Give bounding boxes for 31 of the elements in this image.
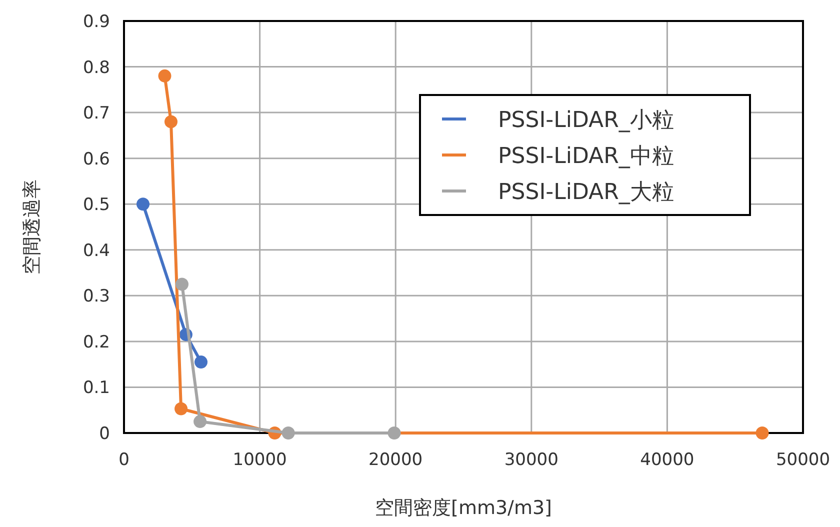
y-tick-label: 0.8	[82, 58, 110, 78]
x-tick-label: 30000	[504, 450, 558, 470]
point	[756, 426, 769, 440]
point	[175, 278, 188, 291]
point	[282, 426, 295, 440]
y-axis-title: 空間透過率	[21, 180, 43, 274]
y-tick-label: 0.1	[82, 378, 110, 398]
y-tick-label: 0.4	[82, 240, 110, 261]
legend-label: PSSI-LiDAR_小粒	[498, 108, 674, 133]
x-axis-title: 空間密度[mm3/m3]	[375, 497, 552, 519]
y-tick-label: 0.9	[82, 12, 110, 32]
x-tick-label: 0	[118, 450, 130, 470]
x-tick-label: 20000	[368, 450, 423, 470]
point	[136, 198, 150, 211]
legend-label: PSSI-LiDAR_中粒	[498, 144, 674, 169]
y-tick-label: 0.3	[82, 286, 110, 307]
point	[158, 69, 172, 82]
y-tick-label: 0.2	[82, 332, 110, 352]
point	[174, 402, 188, 416]
point	[388, 426, 401, 440]
y-tick-label: 0	[99, 424, 110, 444]
x-tick-label: 50000	[776, 450, 830, 470]
y-tick-label: 0.7	[82, 104, 110, 124]
point	[194, 415, 207, 428]
legend-label: PSSI-LiDAR_大粒	[498, 180, 674, 205]
point	[164, 115, 178, 128]
x-tick-label: 10000	[232, 450, 287, 470]
point	[194, 356, 208, 369]
y-tick-label: 0.6	[82, 149, 110, 170]
y-tick-label: 0.5	[82, 195, 110, 216]
x-tick-label: 40000	[640, 450, 694, 470]
